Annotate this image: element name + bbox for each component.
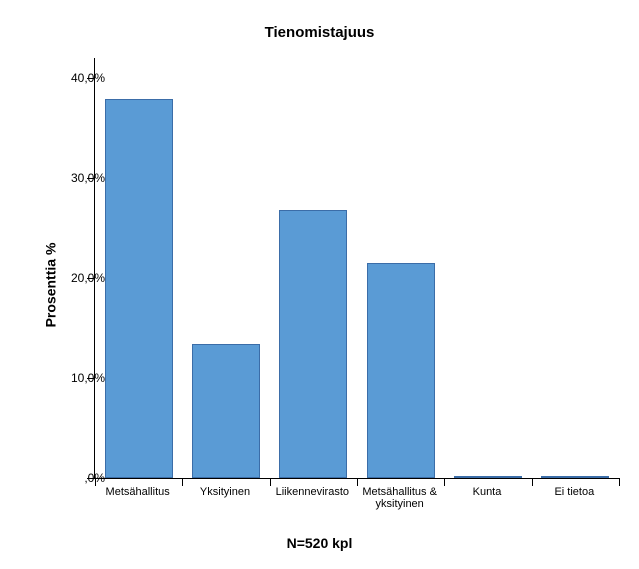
plot-area	[94, 58, 619, 479]
x-tick	[182, 478, 183, 486]
y-tick-label: 20,0%	[71, 271, 105, 285]
bar	[105, 99, 173, 478]
bar	[367, 263, 435, 478]
bar	[454, 476, 522, 478]
x-tick-label: Metsähallitus & yksityinen	[358, 486, 442, 510]
bar	[541, 476, 609, 478]
bar	[192, 344, 260, 478]
x-tick	[270, 478, 271, 486]
x-tick-label: Yksityinen	[183, 486, 267, 498]
y-axis-label: Prosenttia %	[42, 242, 58, 327]
y-tick-label: 10,0%	[71, 371, 105, 385]
x-tick-label: Kunta	[445, 486, 529, 498]
x-axis-label: N=520 kpl	[0, 535, 639, 551]
bar	[279, 210, 347, 478]
x-tick-label: Metsähallitus	[96, 486, 180, 498]
y-tick-label: 40,0%	[71, 71, 105, 85]
x-tick-label: Ei tietoa	[532, 486, 616, 498]
x-tick	[619, 478, 620, 486]
y-tick-label: ,0%	[84, 471, 105, 485]
x-tick	[357, 478, 358, 486]
y-tick-label: 30,0%	[71, 171, 105, 185]
chart-title: Tienomistajuus	[0, 24, 639, 41]
x-tick	[444, 478, 445, 486]
x-tick-label: Liikennevirasto	[270, 486, 354, 498]
chart-container: Tienomistajuus Prosenttia % N=520 kpl ,0…	[0, 0, 639, 569]
x-tick	[532, 478, 533, 486]
